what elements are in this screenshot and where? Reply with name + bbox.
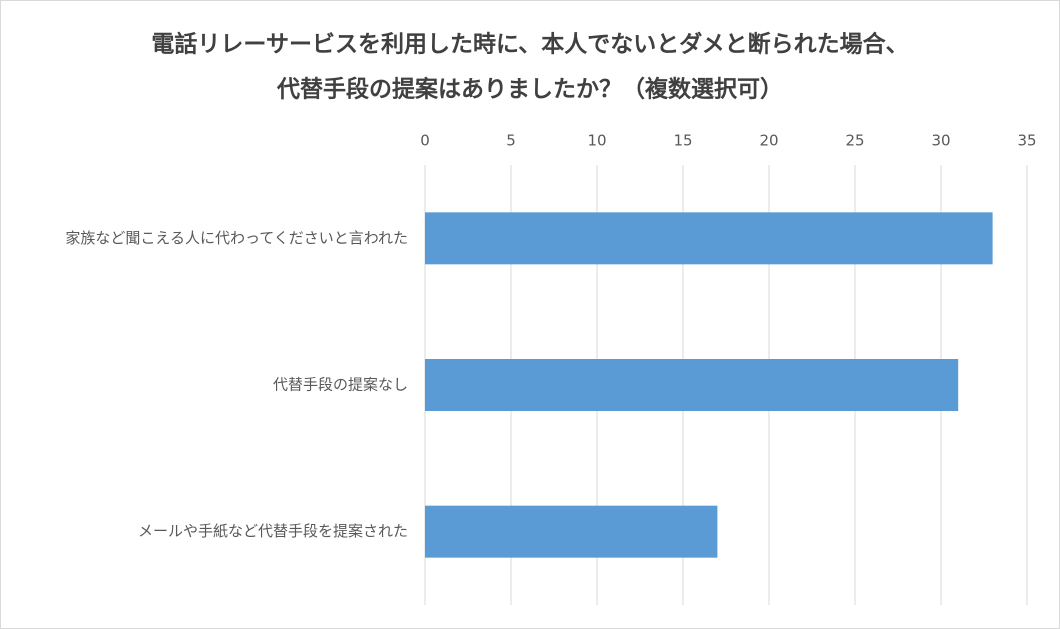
x-tick-label: 30 xyxy=(931,132,950,150)
x-tick-label: 20 xyxy=(759,132,778,150)
x-tick-label: 35 xyxy=(1017,132,1036,150)
x-tick-label: 0 xyxy=(420,132,430,150)
y-tick-label: 代替手段の提案なし xyxy=(273,376,408,394)
bar xyxy=(425,212,993,265)
bar xyxy=(425,359,959,411)
x-tick-label: 25 xyxy=(845,132,864,150)
x-tick-label: 10 xyxy=(587,132,606,150)
x-tick-label: 15 xyxy=(673,132,692,150)
y-tick-label: メールや手紙など代替手段を提案された xyxy=(138,522,408,540)
y-tick-label: 家族など聞こえる人に代わってくださいと言われた xyxy=(65,229,408,247)
bar xyxy=(425,505,718,558)
x-tick-label: 5 xyxy=(506,132,516,150)
chart-title: 電話リレーサービスを利用した時に、本人でないとダメと断られた場合、 xyxy=(151,31,908,58)
chart-title: 代替手段の提案はありましたか？（複数選択可） xyxy=(276,76,783,103)
